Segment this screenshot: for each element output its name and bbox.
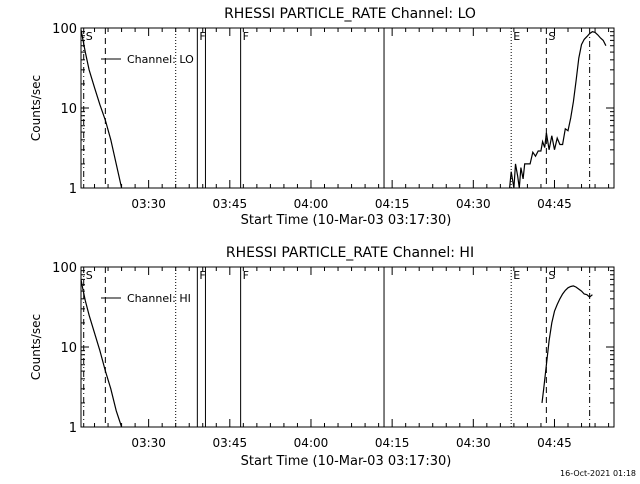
- plot-frame: [80, 266, 615, 428]
- series-line: [541, 285, 593, 403]
- event-marker-label: F: [199, 269, 205, 282]
- y-axis-label: Counts/sec: [29, 75, 43, 141]
- event-marker-label: F: [199, 30, 205, 43]
- series-line: [80, 29, 123, 189]
- event-marker-label: S: [86, 30, 93, 43]
- legend-label: Channel: HI: [127, 292, 191, 305]
- x-tick-label: 04:15: [375, 197, 410, 211]
- y-axis-label: Counts/sec: [29, 314, 43, 380]
- series-line: [509, 31, 607, 189]
- timestamp: 16-Oct-2021 01:18: [560, 469, 636, 478]
- x-axis-label: Start Time (10-Mar-03 03:17:30): [241, 454, 452, 469]
- x-tick-label: 04:30: [456, 436, 491, 450]
- x-tick-label: 03:30: [131, 197, 166, 211]
- chart-title: RHESSI PARTICLE_RATE Channel: HI: [226, 245, 474, 261]
- chart-title: RHESSI PARTICLE_RATE Channel: LO: [224, 6, 476, 22]
- x-tick-label: 04:00: [294, 436, 329, 450]
- event-marker-label: S: [86, 269, 93, 282]
- plot-frame: [80, 27, 615, 189]
- plot-marks: 03:30 03:45 04:00 04:15 04:30 04:45 1 10 100 S F F E…: [52, 22, 614, 211]
- x-tick-label: 04:15: [375, 436, 410, 450]
- x-tick-label: 04:45: [537, 436, 572, 450]
- y-tick-label: 100: [52, 22, 77, 37]
- x-tick-label: 04:45: [537, 197, 572, 211]
- x-tick-label: 04:00: [294, 197, 329, 211]
- y-tick-label: 1: [69, 421, 77, 436]
- event-marker-label: E: [513, 30, 520, 43]
- panel-lo: RHESSI PARTICLE_RATE Channel: LO 03:30 03…: [29, 6, 615, 228]
- x-tick-label: 03:45: [213, 197, 248, 211]
- event-marker-label: F: [243, 30, 249, 43]
- series-line: [80, 279, 123, 428]
- x-tick-label: 03:30: [131, 436, 166, 450]
- legend-label: Channel: LO: [127, 53, 194, 66]
- panel-hi: RHESSI PARTICLE_RATE Channel: HI 03:30 03…: [29, 245, 615, 469]
- event-marker-label: F: [243, 269, 249, 282]
- y-tick-label: 100: [52, 261, 77, 276]
- y-tick-label: 1: [69, 182, 77, 197]
- event-marker-label: E: [513, 269, 520, 282]
- event-marker-label: S: [548, 269, 555, 282]
- x-tick-label: 04:30: [456, 197, 491, 211]
- x-axis-label: Start Time (10-Mar-03 03:17:30): [241, 213, 452, 228]
- y-tick-label: 10: [60, 341, 77, 356]
- x-tick-label: 03:45: [213, 436, 248, 450]
- y-tick-label: 10: [60, 102, 77, 117]
- plot-marks: 03:30 03:45 04:00 04:15 04:30 04:45 1 10 100 S F F E…: [52, 261, 614, 450]
- event-marker-label: S: [548, 30, 555, 43]
